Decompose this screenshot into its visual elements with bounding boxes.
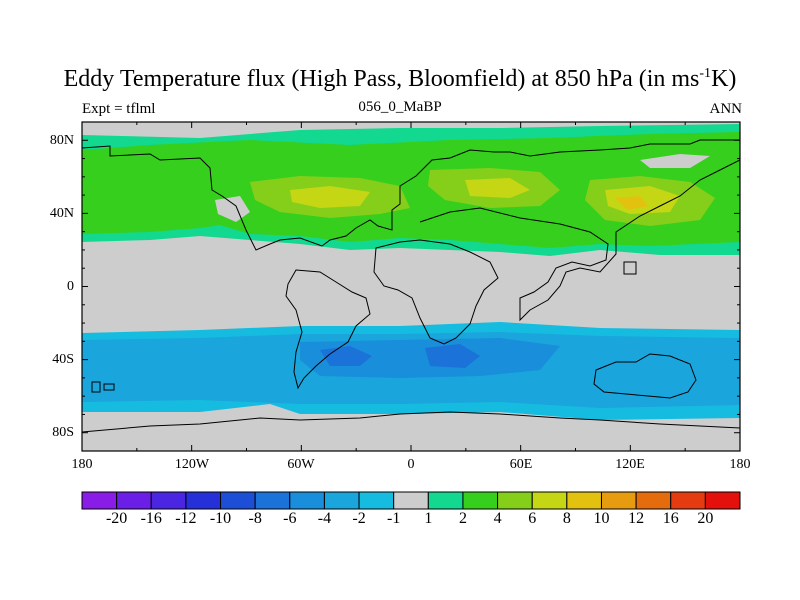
lat-label-80n: 80N (49, 133, 74, 148)
lon-label-60w: 60W (287, 457, 315, 472)
colorbar-swatch (289, 491, 325, 510)
lat-label-80s: 80S (52, 425, 74, 440)
colorbar-label: 6 (528, 510, 537, 527)
colorbar-swatch (427, 491, 464, 510)
colorbar-label: -20 (105, 510, 128, 527)
colorbar-label: -10 (209, 510, 232, 527)
south-flux-core-west (320, 346, 372, 366)
lon-label-120w: 120W (174, 457, 210, 472)
colorbar-swatch (635, 491, 672, 510)
lat-label-40n: 40N (49, 206, 74, 221)
colorbar-label: -16 (140, 510, 162, 527)
coastline-island-left (91, 381, 101, 393)
map-field (82, 122, 740, 451)
chart-title: Eddy Temperature flux (High Pass, Bloomf… (63, 66, 737, 92)
north-flux-gap-greenland (215, 196, 250, 222)
colorbar-swatch (393, 491, 429, 510)
colorbar-swatch (116, 491, 152, 510)
colorbar-label: 1 (424, 510, 433, 527)
colorbar-swatch (531, 491, 568, 510)
colorbar-label: -4 (317, 510, 332, 527)
colorbar-label: 4 (493, 510, 502, 527)
colorbar-label: 10 (593, 510, 610, 527)
colorbar-label: -8 (248, 510, 262, 527)
north-flux-maximum (615, 196, 648, 210)
colorbar-swatch (600, 491, 637, 510)
colorbar-label: -12 (175, 510, 197, 527)
colorbar-swatch (670, 491, 706, 510)
colorbar-label: -2 (352, 510, 366, 527)
colorbar-swatch (497, 491, 533, 510)
south-flux-core-east (425, 344, 480, 368)
colorbar-label: 20 (697, 510, 714, 527)
colorbar-label: -6 (283, 510, 297, 527)
colorbar-label: 16 (662, 510, 679, 527)
coastline-island-east (623, 261, 637, 275)
colorbar-swatch (81, 491, 118, 510)
north-flux-peak-central (465, 178, 530, 198)
colorbar-swatch (566, 491, 602, 510)
lon-label-0: 0 (407, 457, 415, 472)
colorbar-swatch (704, 491, 741, 510)
lon-label-180w: 180 (71, 457, 93, 472)
coastline-island-left-2 (103, 383, 115, 391)
north-flux-band (82, 132, 740, 248)
north-flux-gap-arctic (640, 154, 710, 168)
experiment-label: Expt = tflml (82, 101, 156, 117)
run-label: 056_0_MaBP (358, 99, 442, 115)
season-label: ANN (709, 101, 743, 117)
lon-label-60e: 60E (509, 457, 533, 472)
coastline-antarctica (82, 411, 740, 433)
colorbar-swatch (185, 491, 222, 510)
colorbar-label: -1 (387, 510, 401, 527)
north-flux-peak-west (290, 186, 370, 208)
colorbar (81, 491, 741, 510)
colorbar-label: 12 (628, 510, 645, 527)
colorbar-label: 8 (562, 510, 571, 527)
colorbar-swatch (254, 491, 291, 510)
lon-label-180e: 180 (729, 457, 751, 472)
colorbar-swatch (462, 491, 499, 510)
lat-label-40s: 40S (52, 352, 74, 367)
colorbar-swatch (358, 491, 395, 510)
coastline-asia (419, 159, 740, 322)
axis-ticks (81, 121, 741, 452)
colorbar-swatch (150, 491, 187, 510)
coastline-africa (373, 239, 499, 345)
coastlines (82, 139, 740, 433)
lat-label-equator: 0 (67, 279, 74, 294)
coastline-australia (593, 353, 697, 399)
lon-label-120e: 120E (615, 457, 645, 472)
colorbar-swatch (323, 491, 360, 510)
coastline-south-america (285, 269, 371, 390)
colorbar-swatch (220, 491, 256, 510)
colorbar-label: 2 (458, 510, 467, 527)
coastline-north-america (82, 139, 740, 251)
